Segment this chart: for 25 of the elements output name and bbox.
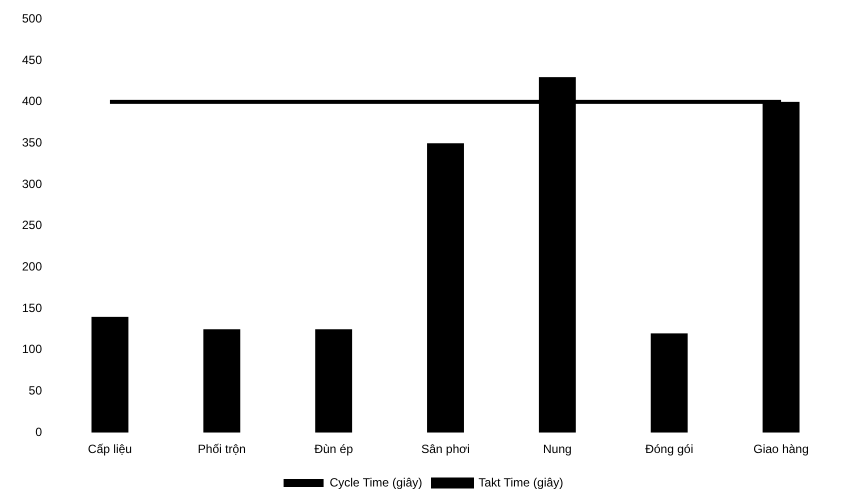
- x-tick-label: Cấp liệu: [88, 442, 132, 456]
- y-tick-label: 300: [22, 176, 42, 191]
- bar: [427, 143, 464, 433]
- bar: [203, 329, 240, 433]
- x-tick-label: Giao hàng: [753, 442, 809, 456]
- y-tick-label: 400: [22, 94, 42, 108]
- legend-label: Cycle Time (giây): [330, 475, 422, 490]
- bar: [91, 316, 128, 433]
- x-tick-label: Phối trộn: [198, 442, 246, 456]
- y-tick-label: 50: [28, 384, 42, 398]
- x-tick-label: Sân phơi: [421, 442, 470, 456]
- y-tick-label: 250: [22, 218, 42, 232]
- y-tick-label: 100: [22, 342, 42, 356]
- y-tick-label: 450: [22, 52, 42, 67]
- x-tick-label: Nung: [543, 442, 572, 456]
- y-tick-label: 500: [22, 12, 42, 26]
- bar: [315, 329, 352, 433]
- x-tick-label: Đùn ép: [314, 442, 354, 456]
- y-tick-label: 200: [22, 260, 42, 274]
- bar: [650, 333, 688, 433]
- y-tick-label: 150: [22, 300, 42, 315]
- x-tick-label: Đóng gói: [645, 442, 694, 456]
- y-tick-label: 0: [35, 424, 42, 439]
- legend-label: Takt Time (giây): [478, 475, 564, 490]
- y-tick-label: 350: [22, 136, 42, 150]
